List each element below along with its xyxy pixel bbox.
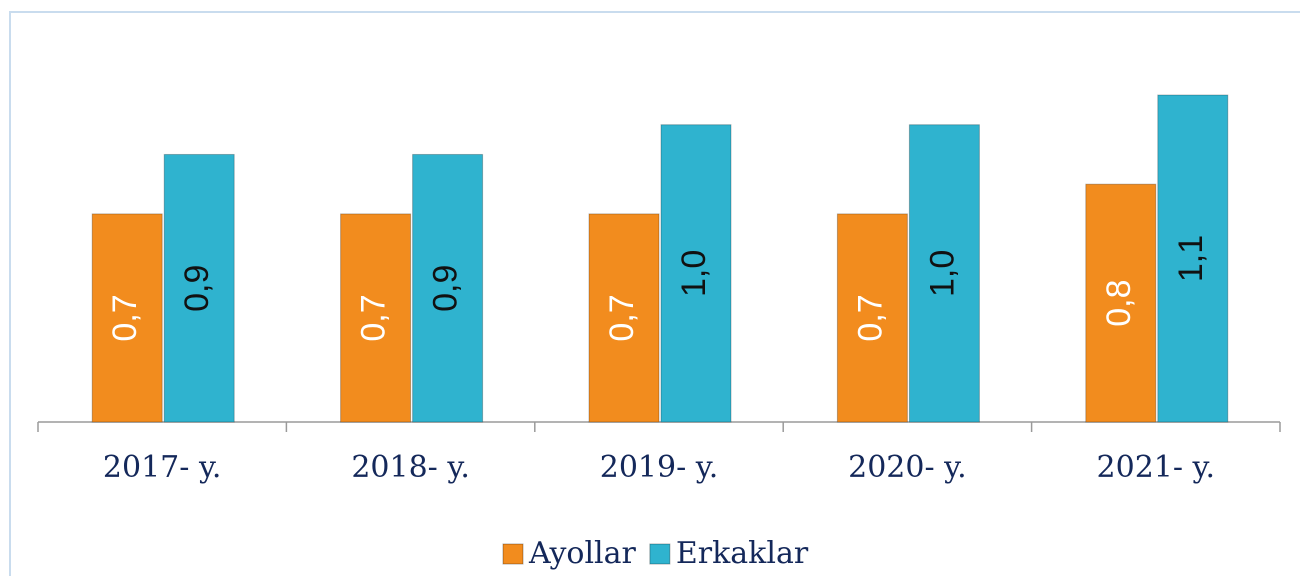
x-tick-label: 2021- y. — [1097, 450, 1216, 485]
legend-label: Erkaklar — [676, 536, 809, 571]
value-label: 0,7 — [355, 294, 393, 341]
value-label: 0,7 — [851, 294, 889, 341]
legend-swatch — [503, 544, 523, 564]
value-label: 1,1 — [1172, 235, 1210, 282]
value-label: 0,9 — [178, 265, 216, 312]
value-label: 1,0 — [923, 250, 961, 297]
value-label: 0,7 — [603, 294, 641, 341]
x-tick-label: 2020- y. — [848, 450, 967, 485]
value-label: 1,0 — [675, 250, 713, 297]
x-tick-label: 2019- y. — [600, 450, 719, 485]
legend-label: Ayollar — [528, 536, 637, 571]
x-tick-label: 2018- y. — [351, 450, 470, 485]
value-label: 0,9 — [427, 265, 465, 312]
chart: 0,7 0,9 2017- y. 0,7 0,9 2018- y. 0,7 1,0 2019- … — [0, 0, 1300, 576]
value-label: 0,8 — [1100, 279, 1138, 326]
x-tick-label: 2017- y. — [103, 450, 222, 485]
legend: Ayollar Erkaklar — [503, 536, 809, 571]
legend-swatch — [650, 544, 670, 564]
value-label: 0,7 — [106, 294, 144, 341]
